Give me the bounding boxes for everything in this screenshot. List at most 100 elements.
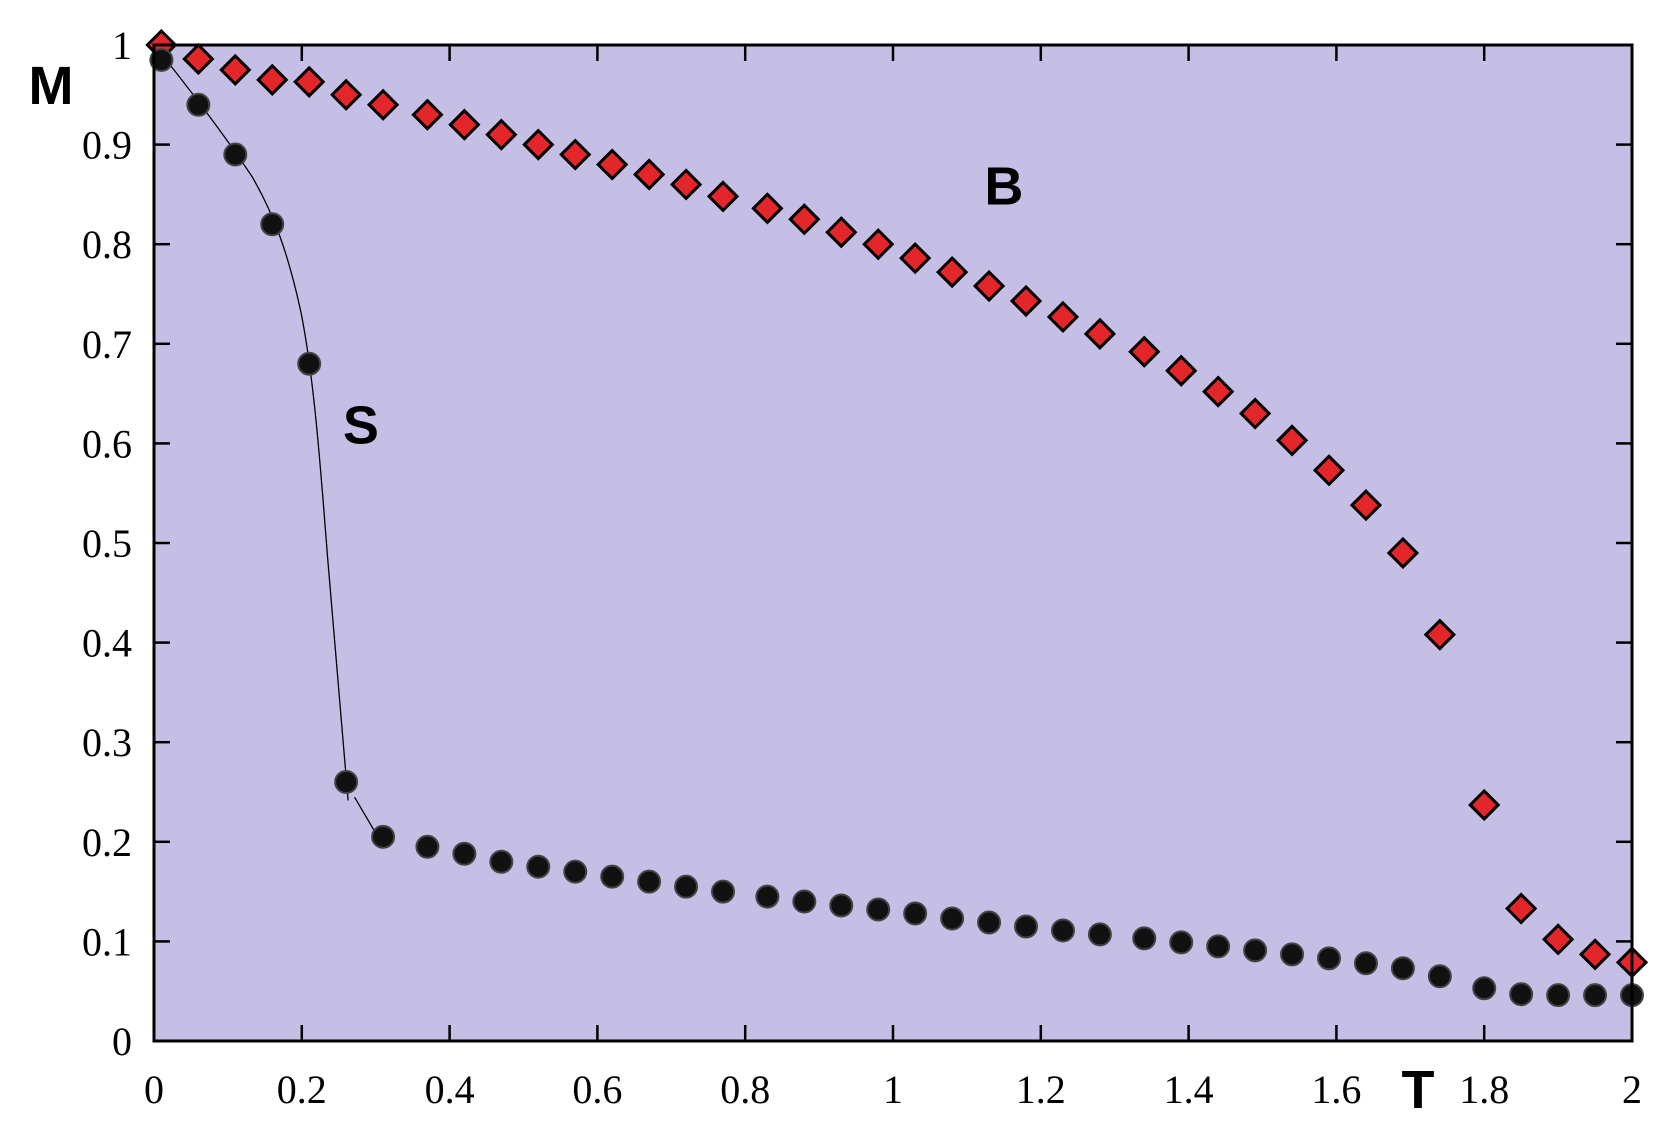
circle-marker [1014, 914, 1039, 939]
diamond-marker [1505, 892, 1538, 925]
circle-marker [334, 770, 359, 795]
circle-marker [1427, 964, 1452, 989]
circle-marker [1169, 930, 1194, 955]
diamond-marker [1349, 489, 1383, 522]
plot-area [154, 45, 1632, 1041]
diamond-marker [330, 78, 363, 111]
circle-marker [260, 212, 285, 237]
y-tick-label: 0.7 [82, 322, 132, 367]
diamond-marker [1046, 300, 1080, 334]
circle-marker [600, 864, 625, 889]
circle-marker [1472, 976, 1497, 1001]
diamond-marker [1128, 335, 1161, 368]
circle-marker [186, 92, 211, 117]
x-axis-label: T [1402, 1060, 1435, 1120]
y-tick-label: 0.4 [82, 621, 132, 666]
annotation: S [343, 395, 379, 455]
y-tick-label: 0.2 [82, 820, 132, 865]
y-tick-label: 0.3 [82, 720, 132, 765]
circle-marker [1087, 922, 1112, 947]
circle-marker [452, 841, 477, 866]
x-tick-label: 1.4 [1164, 1067, 1214, 1112]
diamond-marker [1275, 424, 1309, 457]
diamond-marker [256, 63, 289, 96]
circle-marker [149, 47, 174, 72]
diamond-marker [485, 118, 518, 151]
y-tick-label: 0.8 [82, 222, 132, 267]
circle-marker [940, 906, 965, 931]
x-tick-label: 1 [883, 1067, 903, 1112]
circle-marker [792, 889, 817, 914]
circle-marker [711, 879, 736, 904]
diamond-marker [972, 269, 1006, 303]
diamond-marker [219, 53, 252, 87]
circle-marker [415, 834, 440, 859]
x-tick-label: 2 [1622, 1067, 1642, 1112]
diamond-marker [1468, 788, 1501, 822]
diamond-marker [1202, 375, 1235, 408]
y-axis-label: M [29, 56, 74, 116]
y-tick-label: 0.1 [82, 919, 132, 964]
circle-marker [637, 869, 662, 894]
fit-curve [160, 53, 377, 835]
circle-marker [1132, 926, 1157, 951]
diamond-marker [1578, 938, 1612, 971]
x-tick-label: 0 [144, 1067, 164, 1112]
diamond-marker [825, 216, 858, 249]
diamond-marker [559, 138, 592, 171]
circle-marker [1243, 938, 1268, 963]
x-tick-label: 0.8 [720, 1067, 770, 1112]
y-tick-label: 1 [112, 23, 132, 68]
circle-marker [1280, 942, 1305, 967]
circle-marker [674, 874, 699, 899]
circle-marker [977, 910, 1002, 935]
circle-marker [1050, 918, 1075, 943]
circle-marker [371, 824, 396, 849]
diamond-marker [1386, 536, 1420, 570]
diamond-marker [448, 108, 481, 141]
circle-marker [1583, 983, 1608, 1008]
diamond-marker [522, 128, 555, 161]
diamond-marker [633, 158, 666, 191]
diamond-marker [899, 242, 932, 275]
diamond-marker [596, 148, 629, 181]
circle-marker [1546, 983, 1571, 1008]
diamond-marker [1165, 354, 1198, 387]
diamond-marker [1312, 454, 1346, 487]
annotation: B [984, 156, 1023, 216]
diamond-marker [935, 255, 969, 289]
diamond-marker [862, 228, 895, 261]
circle-marker [297, 351, 322, 376]
circle-marker [1509, 982, 1534, 1007]
diamond-marker [366, 88, 400, 121]
diamond-marker [293, 65, 326, 98]
diamond-marker [706, 180, 740, 213]
x-tick-label: 0.4 [425, 1067, 475, 1112]
y-tick-label: 0.9 [82, 123, 132, 168]
circle-marker [223, 142, 248, 167]
diamond-marker [1009, 284, 1043, 318]
circle-marker [1353, 951, 1378, 976]
diamond-marker [669, 168, 703, 201]
circle-marker [829, 893, 854, 918]
diamond-marker [182, 42, 215, 76]
plot-frame [152, 43, 1634, 1043]
circle-marker [526, 854, 551, 879]
x-tick-label: 1.2 [1016, 1067, 1066, 1112]
circle-marker [903, 901, 928, 926]
y-tick-label: 0 [112, 1019, 132, 1064]
x-tick-label: 1.8 [1459, 1067, 1509, 1112]
circle-marker [563, 859, 588, 884]
diamond-marker [1083, 317, 1117, 350]
circle-marker [489, 849, 514, 874]
y-tick-label: 0.5 [82, 521, 132, 566]
x-tick-label: 0.6 [572, 1067, 622, 1112]
diamond-marker [411, 98, 444, 131]
diamond-marker [1238, 397, 1272, 430]
diamond-marker [751, 192, 784, 225]
circle-marker [1206, 934, 1231, 959]
diamond-marker [1541, 923, 1575, 956]
circle-marker [755, 884, 780, 909]
y-tick-label: 0.6 [82, 421, 132, 466]
